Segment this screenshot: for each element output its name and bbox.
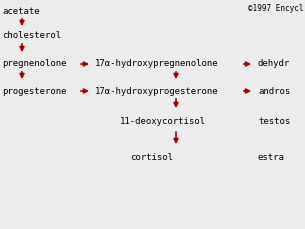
Text: progesterone: progesterone bbox=[2, 87, 66, 95]
Text: ©1997 Encycl: ©1997 Encycl bbox=[247, 4, 303, 13]
Text: acetate: acetate bbox=[2, 6, 40, 16]
Text: andros: andros bbox=[258, 87, 290, 95]
Text: estra: estra bbox=[258, 153, 285, 161]
Text: cholesterol: cholesterol bbox=[2, 32, 61, 41]
Text: testos: testos bbox=[258, 117, 290, 125]
Text: cortisol: cortisol bbox=[130, 153, 173, 161]
Text: 11-deoxycortisol: 11-deoxycortisol bbox=[120, 117, 206, 125]
Text: 17α-hydroxypregnenolone: 17α-hydroxypregnenolone bbox=[95, 60, 219, 68]
Text: 17α-hydroxyprogesterone: 17α-hydroxyprogesterone bbox=[95, 87, 219, 95]
Text: dehydr: dehydr bbox=[258, 60, 290, 68]
Text: pregnenolone: pregnenolone bbox=[2, 60, 66, 68]
